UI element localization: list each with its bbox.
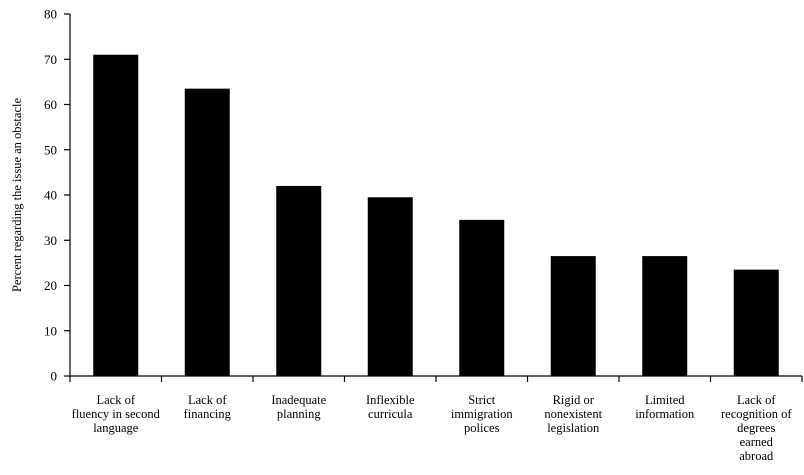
x-category-label: Lack of [96, 393, 135, 407]
bar [276, 185, 322, 376]
x-category-label: nonexistent [544, 407, 602, 421]
x-category-label: recognition of [721, 407, 792, 421]
bar [459, 219, 505, 376]
y-tick-label: 60 [44, 97, 57, 112]
x-category-label: language [93, 421, 139, 435]
x-category-label: Lack of [737, 393, 776, 407]
x-category-label: curricula [368, 407, 413, 421]
bar [367, 197, 413, 376]
y-tick-label: 80 [44, 7, 57, 22]
x-category-label: Strict [468, 393, 496, 407]
y-axis-ticks: 0 10 20 30 40 50 60 70 80 [44, 7, 70, 384]
x-category-label: Inadequate [271, 393, 326, 407]
y-tick-label: 0 [51, 369, 58, 384]
y-tick-label: 40 [44, 188, 57, 203]
bar [93, 54, 139, 376]
y-tick-label: 30 [44, 233, 57, 248]
x-category-label: Inflexible [366, 393, 415, 407]
bar [733, 269, 779, 376]
bar [642, 256, 688, 376]
x-category-label: immigration [451, 407, 514, 421]
x-category-label: information [635, 407, 695, 421]
x-axis-ticks [69, 376, 803, 382]
x-category-label: legislation [547, 421, 600, 435]
x-category-label: Rigid or [553, 393, 595, 407]
bar [550, 256, 596, 376]
x-category-label: degrees [737, 421, 775, 435]
x-category-label: earned [740, 435, 774, 449]
y-tick-label: 50 [44, 142, 57, 157]
bars [93, 54, 779, 376]
x-category-label: Limited [645, 393, 685, 407]
x-category-label: polices [464, 421, 500, 435]
x-category-label: financing [184, 407, 232, 421]
y-axis-title: Percent regarding the issue an obstacle [10, 98, 24, 292]
y-tick-label: 70 [44, 52, 57, 67]
y-tick-label: 20 [44, 278, 57, 293]
x-category-label: Lack of [188, 393, 227, 407]
x-category-label: fluency in second [72, 407, 161, 421]
y-tick-label: 10 [44, 323, 57, 338]
x-category-label: abroad [739, 449, 774, 463]
bar [184, 88, 230, 376]
x-category-label: planning [277, 407, 321, 421]
